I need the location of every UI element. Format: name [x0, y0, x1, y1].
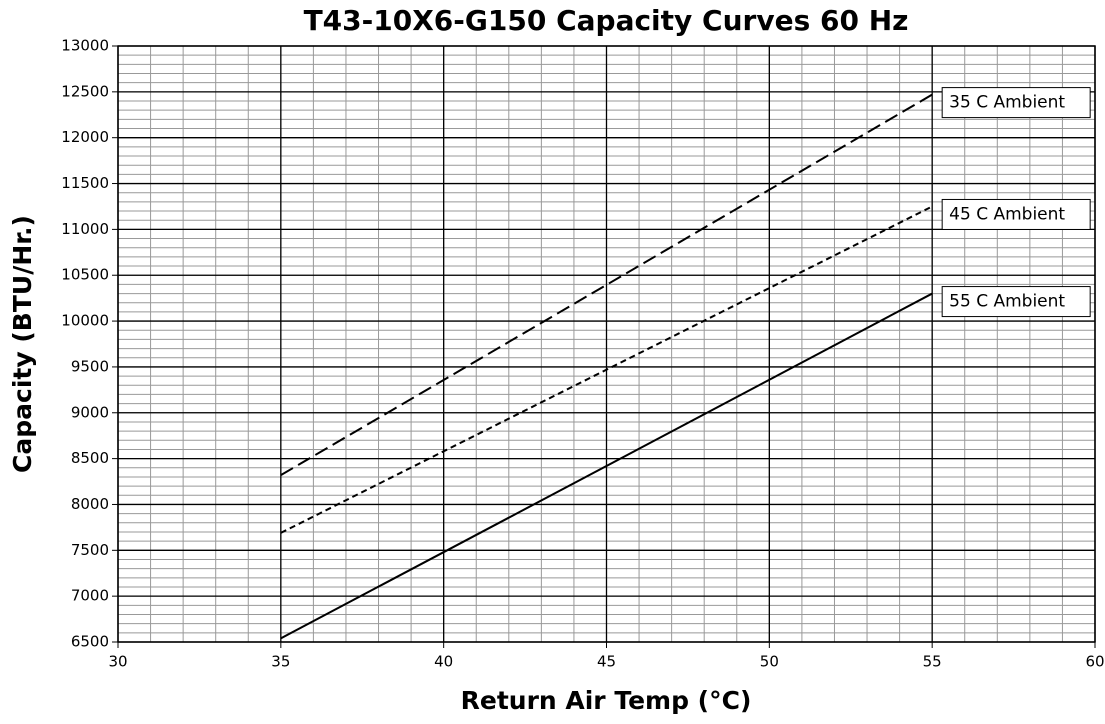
y-tick-label: 7000 — [71, 587, 109, 605]
series-label: 55 C Ambient — [949, 292, 1065, 312]
series-line — [280, 93, 933, 476]
series-label: 45 C Ambient — [949, 204, 1065, 224]
y-tick-label: 10000 — [61, 312, 109, 330]
y-tick-label: 8500 — [71, 449, 109, 467]
y-tick-label: 11000 — [61, 220, 109, 238]
x-tick-label: 60 — [1085, 653, 1104, 671]
x-tick-label: 35 — [271, 653, 290, 671]
plot-border — [117, 45, 1096, 643]
y-tick-label: 10500 — [61, 266, 109, 284]
series-label-box — [941, 87, 1091, 119]
x-axis-label: Return Air Temp (°C) — [461, 686, 752, 715]
x-tick-label: 40 — [434, 653, 453, 671]
x-tick-label: 55 — [923, 653, 942, 671]
y-tick-label: 9500 — [71, 357, 109, 375]
y-tick-label: 6500 — [71, 633, 109, 651]
series-line — [280, 292, 933, 640]
y-tick-label: 11500 — [61, 174, 109, 192]
series-label-box — [941, 286, 1091, 318]
y-tick-label: 8000 — [71, 495, 109, 513]
series-label-box — [941, 198, 1091, 230]
x-tick-label: 50 — [760, 653, 779, 671]
y-tick-label: 7500 — [71, 541, 109, 559]
series-label: 35 C Ambient — [949, 93, 1065, 113]
x-tick-label: 30 — [108, 653, 127, 671]
y-axis-label: Capacity (BTU/Hr.) — [8, 215, 37, 473]
y-tick-label: 13000 — [61, 37, 109, 55]
series-line — [280, 205, 933, 534]
chart-title: T43-10X6-G150 Capacity Curves 60 Hz — [304, 4, 909, 37]
y-tick-label: 12000 — [61, 128, 109, 146]
y-tick-label: 12500 — [61, 82, 109, 100]
y-tick-label: 9000 — [71, 403, 109, 421]
x-tick-label: 45 — [597, 653, 616, 671]
